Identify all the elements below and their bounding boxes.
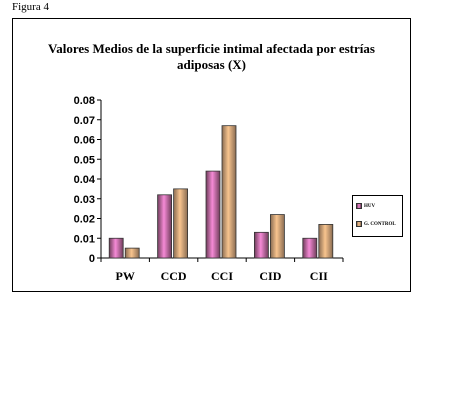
bar-huv-ccd [157,194,173,259]
y-tick-label: 0.07 [74,115,95,127]
y-tick-label: 0.02 [74,214,95,226]
bar-g-control-ccd [173,188,189,259]
bar-huv-cid [253,231,269,259]
y-tick-label: 0.06 [74,135,95,147]
figure-label: Figura 4 [12,1,49,13]
legend-item-control: G. CONTROL [356,221,396,227]
chart-frame: Valores Medios de la superficie intimal … [12,18,411,292]
x-tick-label: CCI [211,269,233,283]
y-tick-label: 0.08 [74,95,95,107]
chart-title: Valores Medios de la superficie intimal … [48,41,375,72]
bar-g-control-pw [124,247,140,259]
y-tick-label: 0.05 [74,154,95,166]
y-tick-label: 0.01 [74,233,95,245]
bar-chart: 0 0.01 0.02 0.03 0.04 0.05 0.06 0.07 0.08 PW CCD CC… [74,95,344,283]
y-tick-label: 0 [89,253,95,265]
y-tick-label: 0.03 [74,194,95,206]
bar-huv-pw [108,237,124,259]
x-tick-label: CID [259,269,281,283]
bar-huv-cci [205,170,221,259]
bar-g-control-cii [318,224,334,259]
legend: HUV G. CONTROL [352,195,403,237]
legend-swatch-control [356,221,362,227]
legend-item-huv: HUV [356,203,375,209]
bar-g-control-cci [221,125,237,259]
legend-label-huv: HUV [364,204,376,210]
x-tick-label: PW [116,269,135,283]
bar-huv-cii [302,237,318,259]
y-tick-label: 0.04 [74,174,96,186]
legend-label-control: G. CONTROL [364,222,396,228]
x-tick-label: CCD [161,269,187,283]
bar-g-control-cid [269,214,285,259]
x-tick-label: CII [310,269,328,283]
legend-swatch-huv [356,203,362,209]
